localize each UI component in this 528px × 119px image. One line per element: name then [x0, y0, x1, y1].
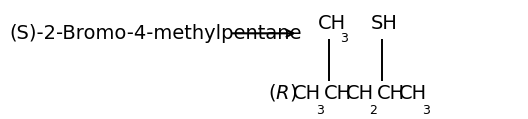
Text: $\mathit{(R)}$: $\mathit{(R)}$ [268, 82, 297, 103]
Text: CH: CH [346, 84, 374, 103]
Text: 3: 3 [316, 104, 324, 117]
Text: 3: 3 [422, 104, 430, 117]
Text: CH: CH [323, 84, 352, 103]
Text: CH: CH [293, 84, 321, 103]
Text: 2: 2 [369, 104, 376, 117]
Text: CH: CH [318, 14, 346, 33]
Text: CH: CH [399, 84, 427, 103]
Text: 3: 3 [341, 32, 348, 45]
Text: (S)-2-Bromo-4-methylpentane: (S)-2-Bromo-4-methylpentane [10, 24, 302, 43]
Text: CH: CH [376, 84, 404, 103]
Text: SH: SH [371, 14, 398, 33]
